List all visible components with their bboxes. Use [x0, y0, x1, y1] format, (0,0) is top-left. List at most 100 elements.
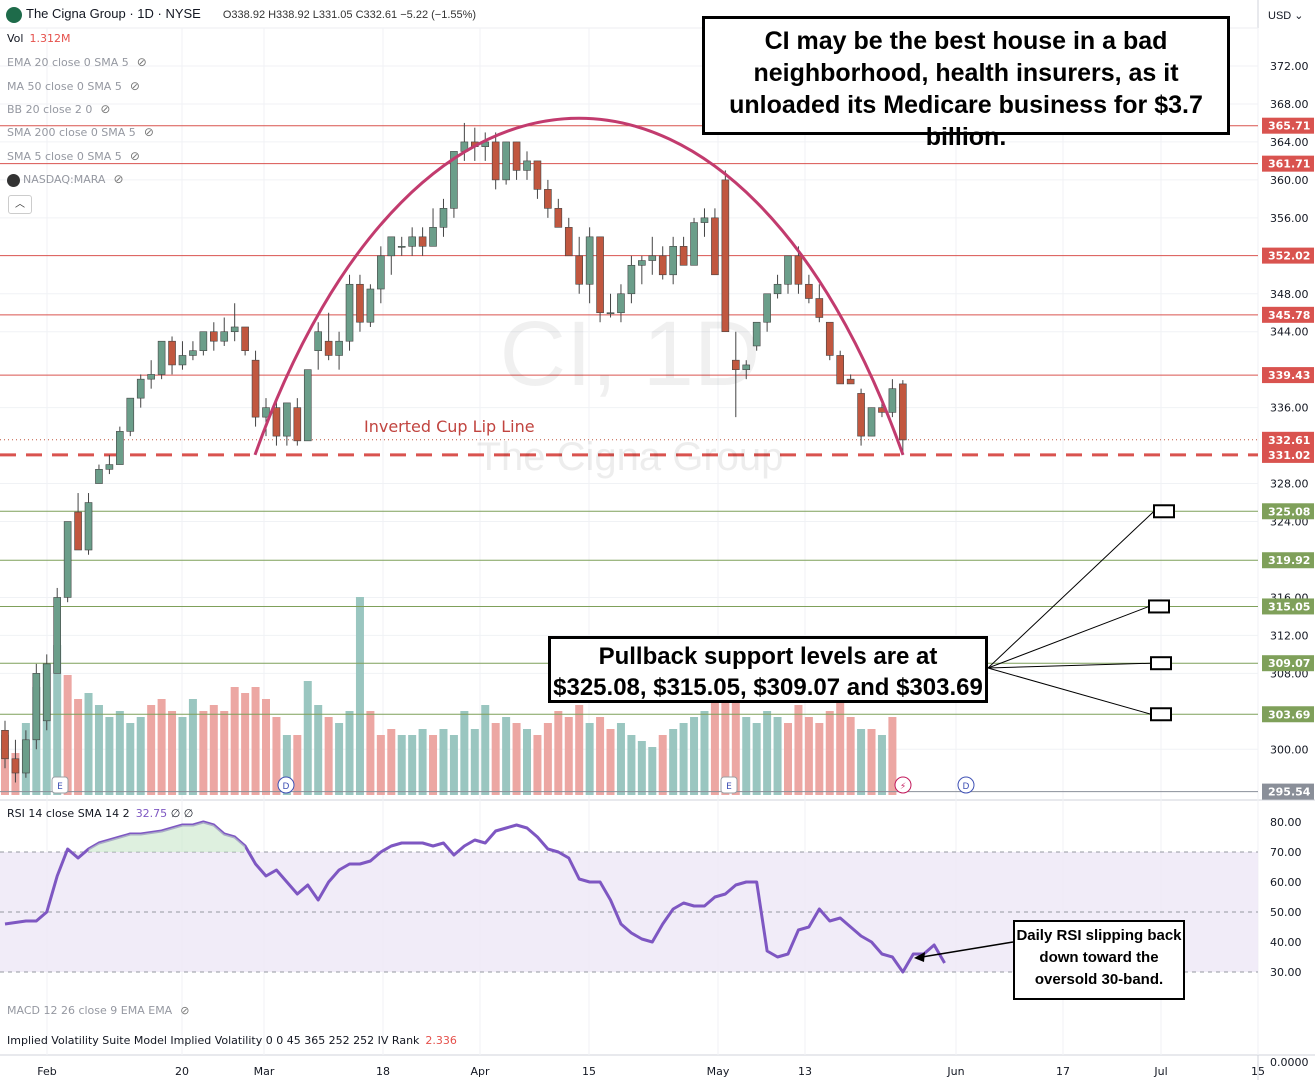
volume-bar [596, 717, 605, 795]
volume-bar [63, 675, 72, 795]
price-level-tag [1262, 598, 1314, 615]
candle-body [116, 431, 124, 465]
candle-body [512, 141, 521, 171]
price-tick-label: 364.00 [1270, 136, 1309, 149]
volume-bar [763, 711, 772, 795]
rsi-tick-label: 70.00 [1270, 846, 1302, 859]
rsi-legend[interactable]: RSI 14 close SMA 14 2 32.75 ∅ ∅ [7, 807, 194, 820]
price-level-tag-label: 361.71 [1268, 158, 1310, 171]
support-pointer-box [1153, 504, 1175, 519]
annotation-support: Pullback support levels are at $325.08, … [548, 636, 988, 703]
volume-bar [94, 705, 103, 795]
volume-bar [157, 699, 166, 795]
time-tick-label: May [707, 1065, 730, 1078]
price-level-tag [1262, 446, 1314, 463]
price-tick-label: 312.00 [1270, 629, 1309, 642]
dividend-marker [277, 776, 295, 794]
eye-hidden-icon: ⊘ [180, 1004, 190, 1017]
volume-bar [752, 723, 761, 795]
volume-bar [564, 717, 573, 795]
candle-body [1, 729, 9, 760]
price-tick-label: 344.00 [1270, 326, 1309, 339]
rsi-tick-label: 50.00 [1270, 906, 1302, 919]
price-level-tag [1262, 706, 1314, 723]
split-marker [894, 776, 912, 794]
price-tick-label: 328.00 [1270, 478, 1309, 491]
volume-bar [418, 729, 427, 795]
volume-bar [627, 735, 636, 795]
volume-bar [439, 729, 448, 795]
candle-body [53, 597, 62, 674]
price-axis[interactable]: 372.00 368.00 364.00 360.00 356.00 348.00 344.… [1262, 60, 1314, 1069]
candle-body [136, 378, 145, 399]
eye-hidden-icon: ⊘ [129, 149, 140, 163]
ohlc-values: O338.92 H338.92 L331.05 C332.61 −5.22 (−… [222, 9, 477, 21]
rsi-tick-label: 80.00 [1270, 816, 1302, 829]
candle-body [606, 312, 615, 315]
marker-label: D [283, 782, 290, 792]
indicator-sma200[interactable]: SMA 200 close 0 SMA 5 ⊘ [7, 125, 154, 139]
volume-bar [84, 693, 93, 795]
volume-value: 1.312M [29, 32, 71, 45]
candle-body [763, 293, 771, 323]
candle-body [627, 264, 636, 295]
candle-body [638, 260, 646, 266]
volume-bar [554, 711, 563, 795]
price-level-tag-label: 309.07 [1268, 657, 1310, 670]
volume-bar [794, 705, 803, 795]
indicator-bb20[interactable]: BB 20 close 2 0 ⊘ [7, 102, 111, 116]
indicator-ema20[interactable]: EMA 20 close 0 SMA 5 ⊘ [7, 55, 147, 69]
volume-bar [335, 723, 344, 795]
chevron-down-icon: ⌄ [1294, 10, 1304, 22]
candle-body [439, 208, 448, 228]
rsi-overbought-fill [88, 822, 246, 852]
candle-body [157, 340, 166, 375]
volume-bar [710, 699, 719, 795]
candlesticks [1, 122, 907, 783]
candle-body [429, 227, 437, 247]
collapse-legend-button[interactable]: ︿ [8, 195, 32, 214]
candle-body [752, 321, 761, 347]
candle-body [679, 246, 688, 266]
candle-body [742, 364, 751, 370]
price-level-tag [1262, 431, 1314, 448]
time-axis[interactable]: Feb 20 Mar 18 Apr 15 May 13 Jun 17 Jul 15 [37, 1065, 1265, 1078]
iv-legend[interactable]: Implied Volatility Suite Model Implied V… [7, 1034, 457, 1047]
candle-body [544, 189, 552, 209]
volume-bar [282, 735, 291, 795]
volume-bar [888, 717, 897, 795]
macd-legend[interactable]: MACD 12 26 close 9 EMA EMA ⊘ [7, 1004, 190, 1017]
candle-body [74, 511, 82, 551]
candle-body [22, 739, 30, 774]
candle-body [711, 217, 719, 276]
volume-bar [262, 699, 270, 795]
indicator-ma50[interactable]: MA 50 close 0 SMA 5 ⊘ [7, 79, 140, 93]
currency-selector[interactable]: USD ⌄ [1268, 10, 1304, 22]
volume-bar [136, 717, 145, 795]
price-level-tag [1262, 503, 1314, 520]
volume-bar [115, 711, 124, 795]
symbol-title[interactable]: The Cigna Group · 1D · NYSE [26, 6, 201, 21]
indicator-sma5[interactable]: SMA 5 close 0 SMA 5 ⊘ [7, 149, 140, 163]
volume-bar [397, 735, 406, 795]
candle-body [617, 293, 625, 314]
price-level-tag [1262, 155, 1314, 172]
candle-body [690, 222, 698, 266]
candle-body [397, 246, 406, 248]
candle-body [815, 298, 824, 318]
support-pointer-line [987, 605, 1150, 669]
indicator-compare-mara[interactable]: NASDAQ:MARA ⊘ [7, 172, 124, 187]
support-pointer-box [1148, 599, 1170, 614]
candle-body [345, 283, 354, 342]
price-level-tag-label: 332.61 [1268, 434, 1310, 447]
volume-bar [460, 711, 469, 795]
time-tick-label: Jul [1153, 1065, 1167, 1078]
volume-bar [272, 717, 281, 795]
earnings-marker [720, 776, 738, 794]
volume-bar [502, 717, 511, 795]
volume-legend[interactable]: Vol 1.312M [7, 32, 71, 45]
rsi-tick-label: 40.00 [1270, 936, 1302, 949]
price-level-tag [1262, 117, 1314, 134]
volume-bar [199, 711, 208, 795]
